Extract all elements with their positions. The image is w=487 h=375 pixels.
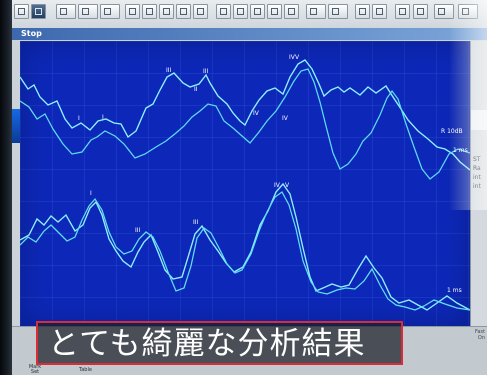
print-icon[interactable] (56, 4, 76, 19)
waveform-plot[interactable]: III III II IV IV I I IV V I III III IV V… (20, 41, 470, 326)
lower-trace-a (20, 182, 470, 311)
upper-trace-label: R 10dB (441, 128, 463, 135)
compare-icon[interactable] (458, 4, 478, 19)
view-icon[interactable] (284, 4, 299, 19)
bottom-marker-1: I (90, 190, 92, 197)
setup-icon[interactable] (100, 4, 120, 19)
right-panel-fragment-1: ST (473, 156, 481, 163)
right-panel-fragment-2: Ra (473, 165, 481, 172)
fast-on-label: Fast On (474, 329, 485, 341)
upper-scale-label: 1 ms (453, 147, 468, 154)
top-marker-7: I (102, 114, 104, 121)
left-bezel (0, 0, 12, 375)
right-info-panel: ST Ra int int (470, 41, 487, 326)
top-marker-8: IV (289, 54, 296, 61)
right-panel-header (471, 110, 487, 130)
table-icon[interactable] (395, 4, 410, 19)
graph-icon[interactable] (434, 4, 454, 19)
top-marker-5: IV (282, 115, 289, 122)
window-title: Stop (21, 29, 42, 38)
wave-icon[interactable] (372, 4, 387, 19)
right-panel-fragment-4: int (473, 183, 481, 190)
lower-trace-b (20, 191, 470, 311)
table-button[interactable]: Table (79, 367, 92, 373)
waveform-traces: III III II IV IV I I IV V I III III IV V… (20, 54, 470, 311)
marker-icon[interactable] (125, 4, 140, 19)
grid-icon[interactable] (413, 4, 428, 19)
lower-scale-label: 1 ms (447, 287, 462, 294)
left-panel-highlight (12, 109, 20, 143)
subtitle-box (36, 321, 403, 365)
left-panel (12, 40, 20, 325)
print-preview-icon[interactable] (78, 4, 98, 19)
zoom-icon[interactable] (159, 4, 174, 19)
bottom-marker-2: III (135, 227, 141, 234)
peak-icon[interactable] (355, 4, 370, 19)
window-titlebar: Stop (12, 28, 487, 40)
channel-icon[interactable] (216, 4, 231, 19)
top-marker-9: V (295, 54, 300, 61)
upper-trace-b (20, 68, 470, 180)
top-marker-6: I (78, 115, 80, 122)
right-panel-fragment-3: int (473, 174, 481, 181)
scale-icon[interactable] (267, 4, 282, 19)
upper-trace-a (20, 59, 470, 171)
top-marker-4: IV (253, 110, 260, 117)
top-peak-markers: III III II IV IV I I IV V (78, 54, 300, 122)
marker-icon[interactable] (306, 4, 326, 19)
average-icon[interactable] (328, 4, 348, 19)
stack-icon[interactable] (250, 4, 265, 19)
filter-icon[interactable] (176, 4, 191, 19)
top-marker-1: III (166, 67, 172, 74)
toolbar (12, 0, 487, 29)
bottom-marker-4: IV (274, 182, 281, 189)
overlay-icon[interactable] (233, 4, 248, 19)
save-icon[interactable] (31, 4, 46, 19)
top-marker-3: II (194, 86, 198, 93)
bottom-peak-markers: I III III IV V (90, 182, 290, 234)
measure-icon[interactable] (193, 4, 208, 19)
cursor-icon[interactable] (142, 4, 157, 19)
open-file-icon[interactable] (14, 4, 29, 19)
bottom-marker-3: III (193, 219, 199, 226)
top-marker-2: III (203, 68, 209, 75)
bottom-marker-5: V (285, 182, 290, 189)
subtitle: とても綺麗な分析結果 (48, 326, 366, 362)
mark-set-button[interactable]: Mark Set (28, 364, 42, 375)
